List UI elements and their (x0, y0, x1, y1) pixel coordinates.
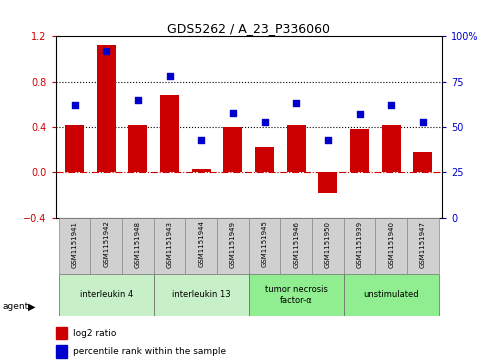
Point (71, 102, 78, 108)
Bar (90, 218, 122, 274)
Bar (413, 152, 432, 172)
Text: ▶: ▶ (28, 302, 36, 312)
Bar (217, 218, 249, 274)
Text: GSM1151945: GSM1151945 (262, 221, 268, 268)
Point (356, 111, 364, 117)
Point (229, 110, 237, 115)
Bar (382, 125, 401, 172)
Text: GSM1151950: GSM1151950 (325, 221, 331, 268)
Bar (281, 218, 312, 274)
Point (387, 102, 395, 108)
Point (261, 119, 269, 125)
Text: GSM1151939: GSM1151939 (356, 221, 363, 268)
Text: GSM1151941: GSM1151941 (71, 221, 78, 268)
Text: GSM1151948: GSM1151948 (135, 221, 141, 268)
Text: GSM1151940: GSM1151940 (388, 221, 394, 268)
Text: tumor necrosis
factor-α: tumor necrosis factor-α (265, 285, 327, 305)
Title: GDS5262 / A_23_P336060: GDS5262 / A_23_P336060 (167, 22, 330, 35)
Bar (160, 95, 179, 172)
Point (166, 73, 173, 79)
Point (102, 48, 110, 54)
Text: interleukin 13: interleukin 13 (172, 290, 230, 299)
Bar (59, 274, 154, 316)
Bar (344, 218, 375, 274)
Bar (249, 218, 281, 274)
Bar (185, 218, 217, 274)
Bar (249, 274, 344, 316)
Text: GSM1151949: GSM1151949 (230, 221, 236, 268)
Text: percentile rank within the sample: percentile rank within the sample (73, 347, 226, 356)
Bar (128, 125, 147, 172)
Text: agent: agent (2, 302, 28, 311)
Text: GSM1151947: GSM1151947 (420, 221, 426, 268)
Text: GSM1151946: GSM1151946 (293, 221, 299, 268)
Bar (154, 218, 185, 274)
Point (324, 137, 332, 143)
Text: log2 ratio: log2 ratio (73, 329, 116, 338)
Bar (224, 127, 242, 172)
Bar (344, 274, 439, 316)
Bar (350, 129, 369, 172)
Point (419, 119, 427, 125)
Bar (97, 45, 116, 172)
Bar (255, 147, 274, 172)
Bar (318, 172, 338, 193)
Point (198, 137, 205, 143)
Bar (375, 218, 407, 274)
Bar (407, 218, 439, 274)
Text: GSM1151944: GSM1151944 (198, 221, 204, 268)
Bar (122, 218, 154, 274)
Bar (59, 218, 90, 274)
Bar (154, 274, 249, 316)
Text: GSM1151943: GSM1151943 (167, 221, 172, 268)
Text: interleukin 4: interleukin 4 (80, 290, 133, 299)
Bar (312, 218, 344, 274)
Bar (56, 327, 67, 339)
Bar (65, 125, 84, 172)
Text: unstimulated: unstimulated (363, 290, 419, 299)
Bar (287, 125, 306, 172)
Text: GSM1151942: GSM1151942 (103, 221, 109, 268)
Bar (192, 169, 211, 172)
Point (134, 97, 142, 103)
Bar (56, 345, 67, 358)
Point (292, 101, 300, 106)
